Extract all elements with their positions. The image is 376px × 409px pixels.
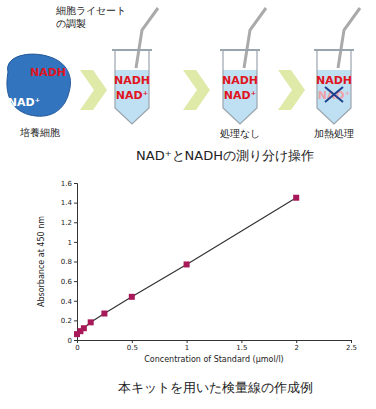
- tube-molecule: NAD⁺: [116, 89, 149, 102]
- tube-label: 処理なし: [220, 128, 260, 139]
- x-tick-label: 1: [185, 344, 189, 352]
- y-tick-mark: [74, 301, 77, 302]
- y-tick: 0.4: [61, 297, 77, 305]
- cell-molecule: NADH: [30, 66, 66, 79]
- x-axis: 0 0.5 1 1.5 2 2.5: [75, 340, 357, 352]
- tube-molecule: NADH: [114, 74, 150, 87]
- data-line: [77, 198, 296, 334]
- tube: [223, 50, 257, 124]
- x-tick-mark: [241, 340, 242, 343]
- y-tick-mark: [74, 320, 77, 321]
- prep-label: 細胞ライセート: [55, 5, 126, 16]
- cell-molecule: NAD⁺: [8, 96, 41, 109]
- x-tick-label: 0.5: [127, 344, 138, 352]
- canvas: NADH NAD⁺ 培養細胞 細胞ライセートの調製 NADH NAD⁺ NADH NAD⁺ 処理…: [0, 0, 376, 409]
- tube: [317, 50, 351, 124]
- tube-rim: [220, 49, 260, 51]
- tube-molecule: NAD⁺: [224, 89, 257, 102]
- tube-rim: [112, 49, 152, 51]
- y-tick-label: 1.6: [61, 180, 73, 188]
- tube-molecule: NADH: [222, 74, 258, 87]
- x-tick-label: 2: [294, 344, 298, 352]
- y-tick-label: 0.8: [61, 258, 72, 266]
- x-axis-line: [78, 341, 352, 344]
- cell-label: 培養細胞: [19, 127, 60, 138]
- pipette: [338, 8, 360, 68]
- y-tick: 0.8: [61, 258, 77, 266]
- data-point: [88, 319, 94, 325]
- y-axis-line: [74, 184, 78, 341]
- y-tick: 1.2: [61, 219, 77, 227]
- data-point: [101, 311, 107, 317]
- y-tick-mark: [74, 340, 77, 341]
- data-point: [129, 294, 135, 300]
- x-axis-title: Concentration of Standard (μmol/l): [144, 355, 284, 364]
- plot-marks: [74, 195, 299, 337]
- process-arrow: [278, 70, 305, 110]
- tube-molecule: NADH: [316, 74, 352, 87]
- data-point: [81, 325, 87, 331]
- x-tick: 1: [185, 340, 189, 352]
- tube-rim: [314, 49, 354, 51]
- y-tick: 1.4: [61, 199, 77, 207]
- y-tick-mark: [74, 281, 77, 282]
- diagram: NADH NAD⁺ 培養細胞 細胞ライセートの調製 NADH NAD⁺ NADH NAD⁺ 処理…: [7, 5, 360, 163]
- x-tick: 0: [75, 340, 79, 352]
- y-tick-label: 1.4: [61, 199, 73, 207]
- process-arrow: [80, 70, 107, 110]
- diagram-caption: NAD⁺とNADHの測り分け操作: [136, 148, 314, 163]
- x-tick: 0.5: [127, 340, 138, 352]
- x-tick-mark: [296, 340, 297, 343]
- tube: [115, 50, 149, 124]
- y-tick-label: 0: [68, 337, 72, 345]
- cross-mark: [325, 87, 343, 102]
- y-tick-label: 1.2: [61, 219, 72, 227]
- y-tick-mark: [74, 203, 77, 204]
- x-tick-label: 2.5: [346, 344, 357, 352]
- data-point: [184, 261, 190, 267]
- x-tick-mark: [132, 340, 133, 343]
- y-tick: 0.6: [61, 278, 77, 286]
- y-tick-mark: [74, 262, 77, 263]
- y-tick-label: 0.4: [61, 297, 73, 305]
- y-tick-label: 1: [68, 239, 72, 247]
- y-tick: 0.2: [61, 317, 77, 325]
- chart-title: 本キットを用いた検量線の作成例: [118, 380, 313, 395]
- y-axis: 0 0.2 0.4 0.6 0.8 1 1.2 1.4 1.6: [61, 180, 78, 345]
- y-tick-mark: [74, 222, 77, 223]
- y-tick-mark: [74, 183, 77, 184]
- data-point: [293, 195, 299, 201]
- y-tick-mark: [74, 242, 77, 243]
- x-tick: 1.5: [236, 340, 247, 352]
- pipette: [244, 8, 266, 68]
- process-arrow: [183, 70, 210, 110]
- x-tick-label: 0: [75, 344, 79, 352]
- x-tick-mark: [187, 340, 188, 343]
- tube-label: 加熱処理: [314, 128, 354, 139]
- x-tick: 2.5: [346, 340, 357, 352]
- x-tick-label: 1.5: [236, 344, 247, 352]
- y-tick: 1: [68, 239, 77, 247]
- y-tick: 1.6: [61, 180, 77, 188]
- x-tick-mark: [351, 340, 352, 343]
- y-axis-title: Absorbance at 450 nm: [37, 216, 46, 307]
- pipette: [136, 8, 158, 68]
- y-tick: 0: [68, 337, 77, 345]
- y-tick-label: 0.2: [61, 317, 72, 325]
- y-tick-label: 0.6: [61, 278, 73, 286]
- x-tick: 2: [294, 340, 298, 352]
- prep-label: の調製: [56, 18, 86, 29]
- cell-shape: [7, 54, 71, 116]
- cross-mark: [325, 87, 343, 102]
